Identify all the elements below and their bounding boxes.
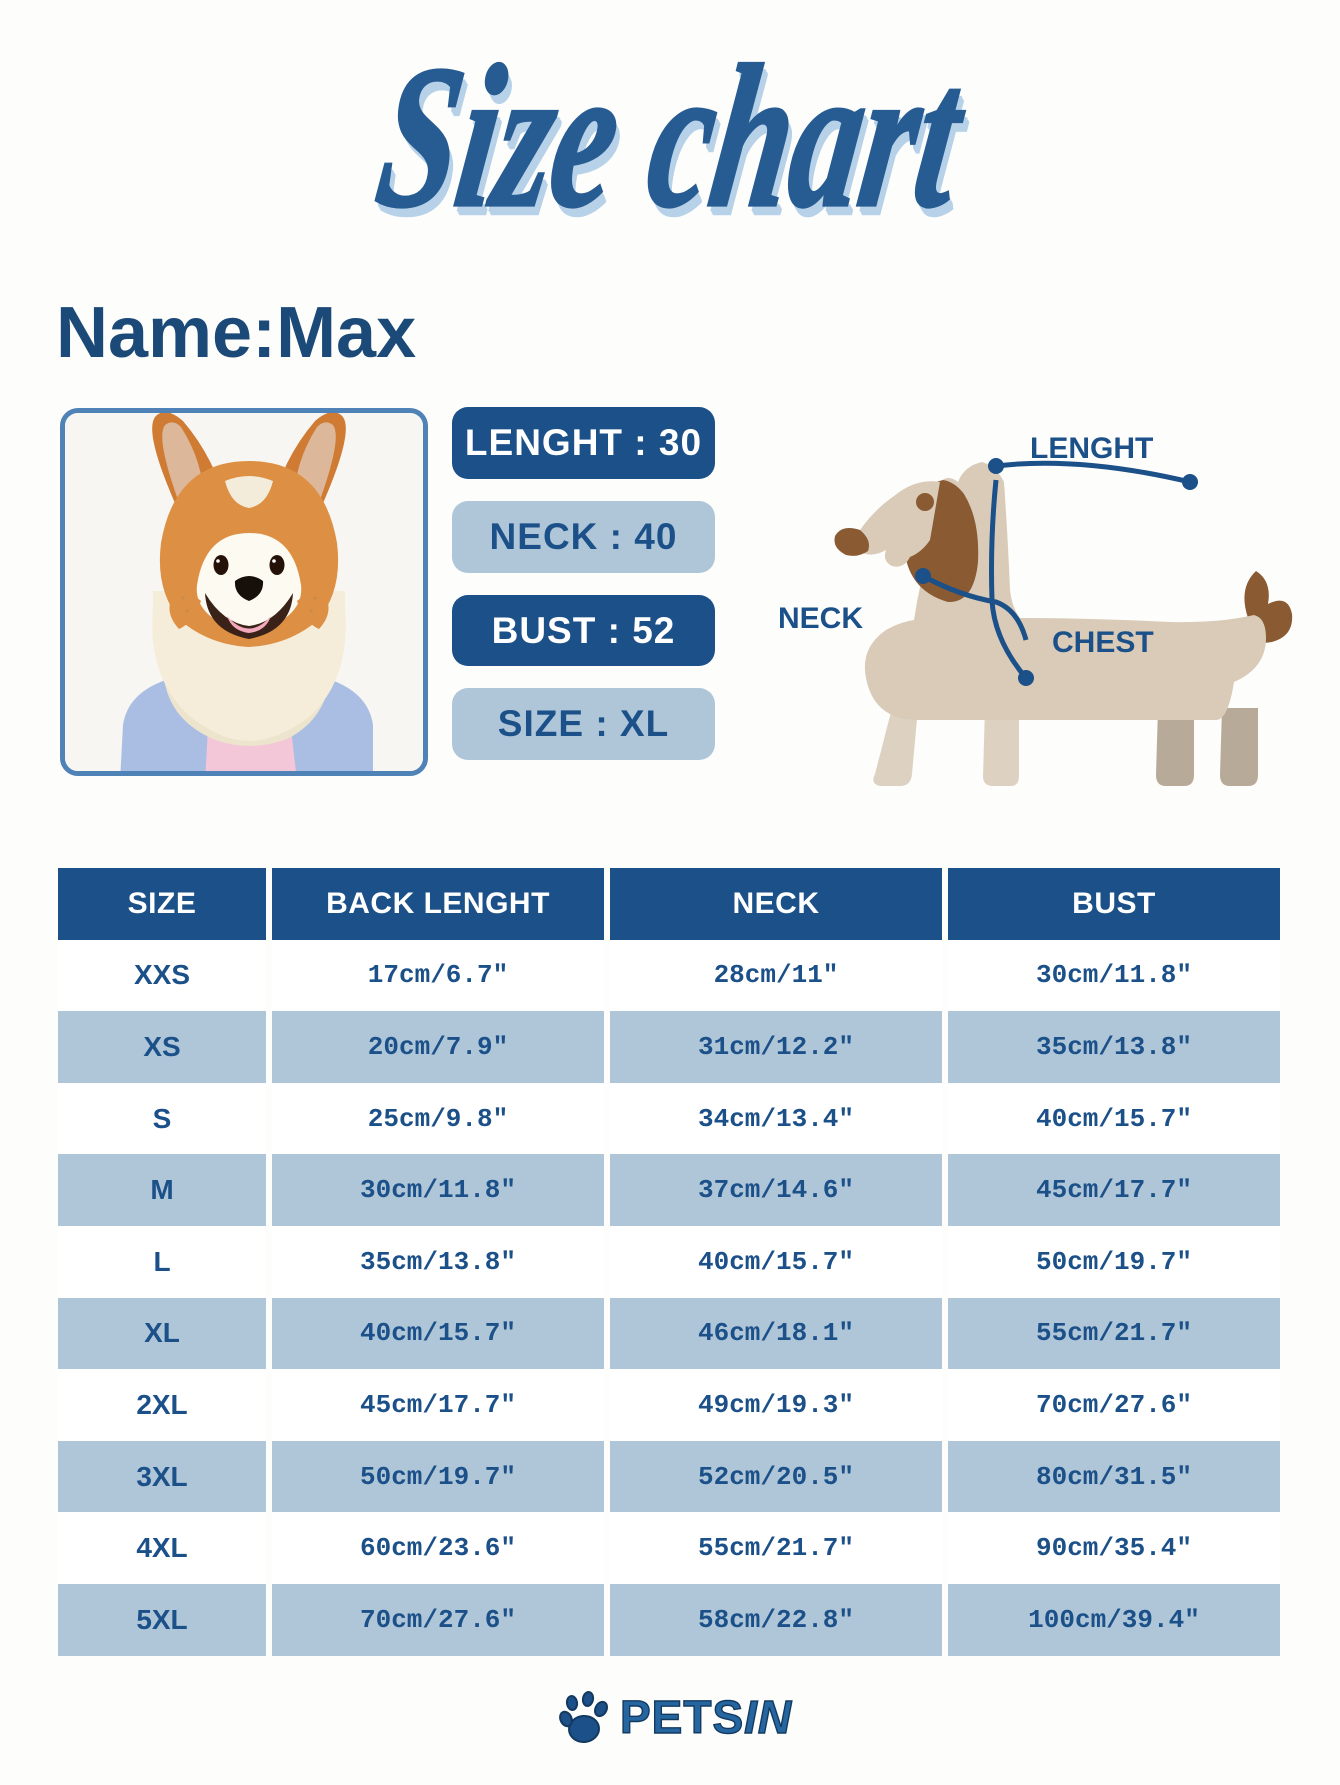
- svg-text:LENGHT: LENGHT: [1030, 432, 1153, 465]
- svg-text:CHEST: CHEST: [1052, 626, 1154, 659]
- svg-text:NECK: NECK: [778, 602, 863, 635]
